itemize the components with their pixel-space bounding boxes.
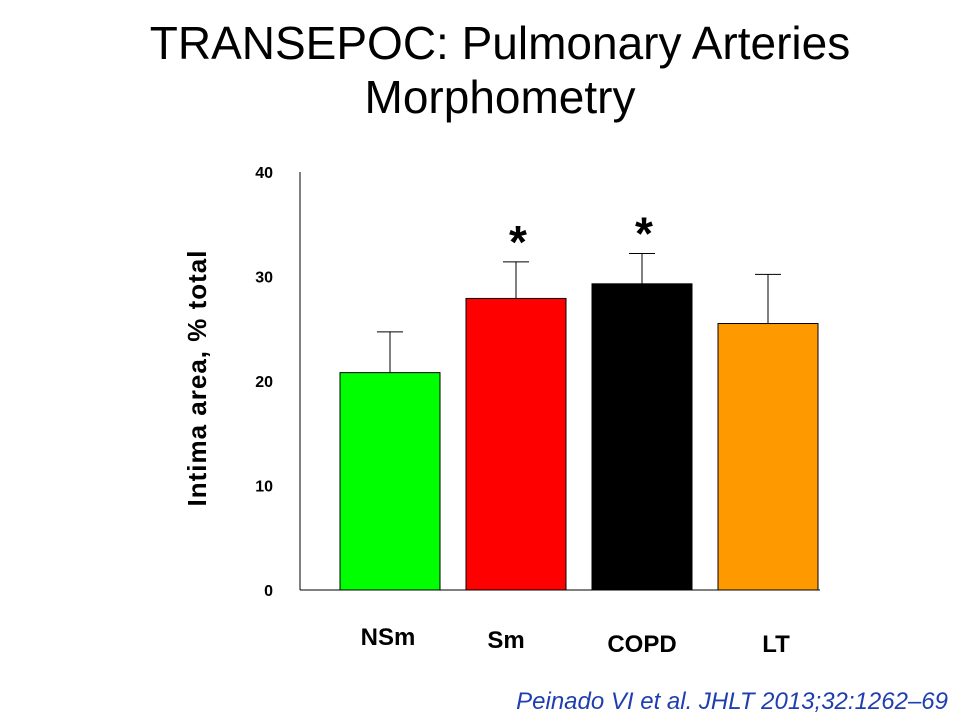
y-axis-label-group: Intima area, % total: [182, 250, 212, 507]
category-label-lt: LT: [762, 631, 790, 658]
citation: Peinado VI et al. JHLT 2013;32:1262–69: [516, 688, 948, 715]
y-tick-label: 40: [255, 165, 273, 182]
category-label-copd: COPD: [607, 631, 676, 658]
bar-nsm: [339, 372, 441, 591]
error-bars: [377, 253, 781, 373]
bar-copd: [591, 283, 693, 591]
y-tick-label: 20: [255, 374, 273, 391]
category-label-sm: Sm: [487, 627, 524, 654]
significance-star-sm: *: [509, 216, 527, 268]
y-tick-label: 10: [255, 479, 273, 496]
category-labels: NSm Sm COPD LT: [361, 624, 790, 658]
y-axis-label: Intima area, % total: [182, 250, 212, 507]
y-ticks: 0 10 20 30 40: [255, 165, 273, 600]
title-line-2: Morphometry: [364, 71, 636, 123]
title-line-1: TRANSEPOC: Pulmonary Arteries: [149, 17, 851, 69]
chart-title: TRANSEPOC: Pulmonary Arteries Morphometr…: [80, 16, 920, 124]
y-tick-label: 0: [264, 583, 273, 600]
bar-lt: [717, 323, 819, 591]
bars: [339, 283, 819, 591]
y-tick-label: 30: [255, 270, 273, 287]
bar-sm: [465, 297, 567, 591]
significance-annotations: * *: [509, 208, 653, 268]
category-label-nsm: NSm: [361, 624, 416, 651]
significance-star-copd: *: [635, 208, 653, 260]
